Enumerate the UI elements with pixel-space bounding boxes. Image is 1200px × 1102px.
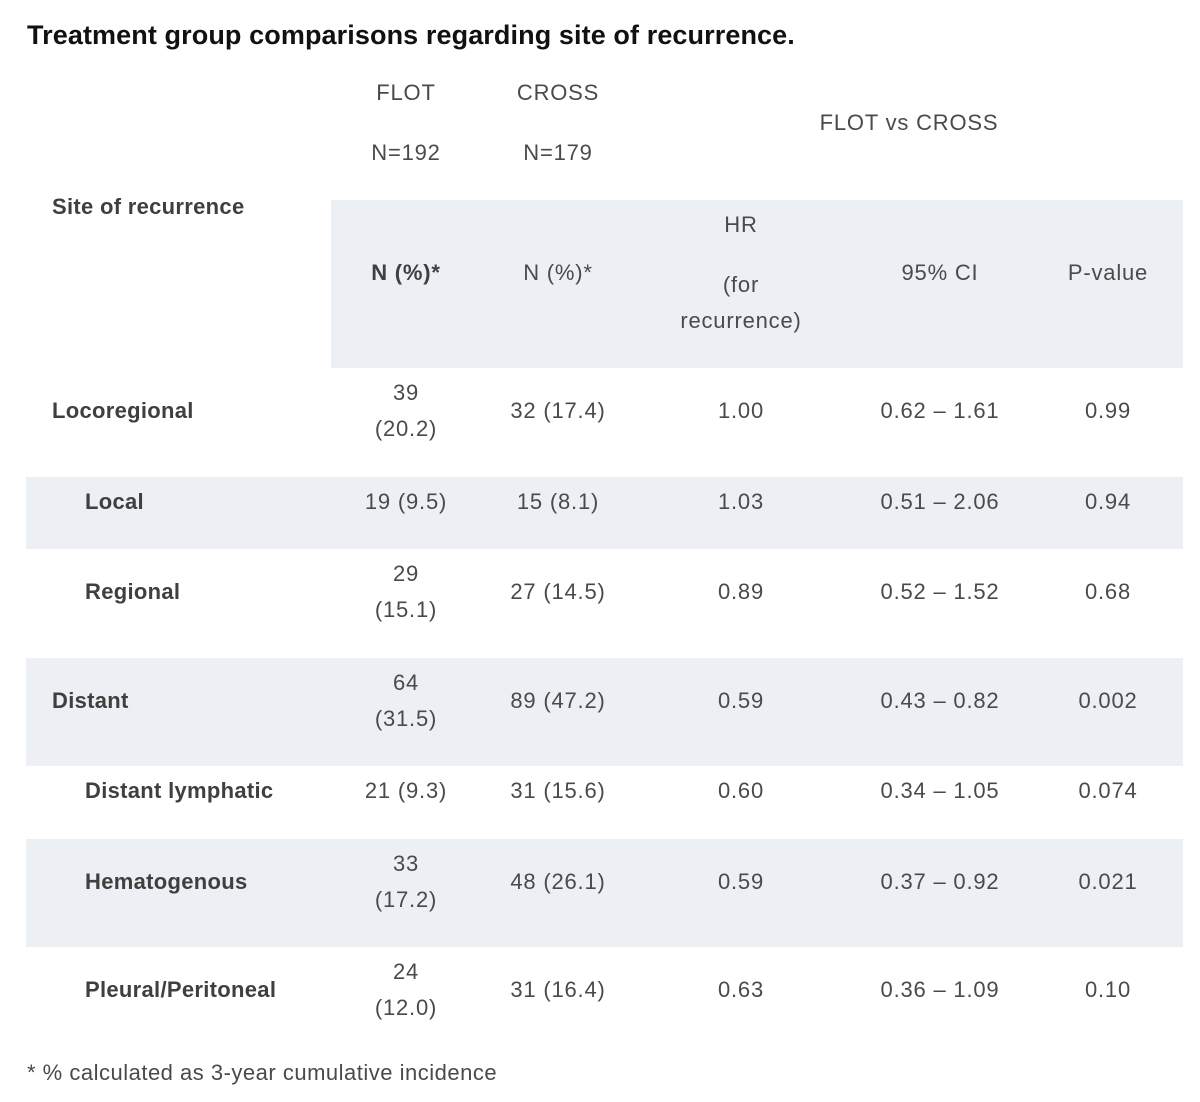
cell-flot: (15.1) [374, 597, 438, 622]
cell-cross: 31 (15.6) [510, 778, 606, 803]
cross-group-n: N=179 [523, 140, 593, 165]
cell-p-value: 0.002 [1078, 688, 1138, 713]
col-header-flot: N (%)* [371, 260, 441, 285]
cell-p-value: 0.99 [1084, 398, 1132, 423]
row-background-hematogenous [26, 839, 1183, 947]
cell-hr: 0.59 [717, 688, 765, 713]
cell-ci: 0.34 – 1.05 [880, 778, 1000, 803]
cell-cross: 27 (14.5) [510, 579, 606, 604]
row-label-hematogenous: Hematogenous [85, 869, 248, 894]
flot-group-n: N=192 [371, 140, 441, 165]
comparison-label: FLOT vs CROSS [819, 110, 999, 135]
cell-cross: 89 (47.2) [510, 688, 606, 713]
col-header-ci: 95% CI [901, 260, 979, 285]
cell-cross: 48 (26.1) [510, 869, 606, 894]
cell-ci: 0.36 – 1.09 [880, 977, 1000, 1002]
cell-hr: 1.03 [717, 489, 765, 514]
cell-ci: 0.62 – 1.61 [880, 398, 1000, 423]
row-background-distant [26, 658, 1183, 766]
cell-flot: 64 [392, 670, 420, 695]
cell-p-value: 0.021 [1078, 869, 1138, 894]
row-label-locoregional: Locoregional [52, 398, 194, 423]
cell-hr: 0.60 [717, 778, 765, 803]
site-of-recurrence-header: Site of recurrence [52, 194, 245, 219]
row-background-local [26, 477, 1183, 549]
row-label-distant-lymphatic: Distant lymphatic [85, 778, 274, 803]
cross-group-label: CROSS [516, 80, 600, 105]
cell-cross: 31 (16.4) [510, 977, 606, 1002]
cell-flot: 19 (9.5) [364, 489, 448, 514]
col-header-hr-line3: recurrence) [680, 308, 802, 333]
cell-ci: 0.43 – 0.82 [880, 688, 1000, 713]
cell-hr: 0.63 [717, 977, 765, 1002]
cell-p-value: 0.074 [1078, 778, 1138, 803]
row-label-pleural-peritoneal: Pleural/Peritoneal [85, 977, 277, 1002]
col-header-p: P-value [1067, 260, 1149, 285]
cell-cross: 15 (8.1) [516, 489, 600, 514]
cell-cross: 32 (17.4) [510, 398, 606, 423]
cell-hr: 1.00 [717, 398, 765, 423]
cell-flot: (31.5) [374, 706, 438, 731]
flot-group-label: FLOT [376, 80, 436, 105]
cell-hr: 0.59 [717, 869, 765, 894]
col-header-hr-line2: (for [722, 272, 760, 297]
table-title: Treatment group comparisons regarding si… [27, 20, 795, 50]
cell-ci: 0.52 – 1.52 [880, 579, 1000, 604]
cell-ci: 0.37 – 0.92 [880, 869, 1000, 894]
cell-flot: 29 [392, 561, 420, 586]
col-header-cross: N (%)* [523, 260, 593, 285]
col-header-hr-line1: HR [724, 212, 758, 237]
footnote: * % calculated as 3-year cumulative inci… [27, 1060, 498, 1085]
cell-hr: 0.89 [717, 579, 765, 604]
subheader-background [331, 200, 1183, 368]
cell-flot: (12.0) [374, 995, 438, 1020]
cell-flot: 21 (9.3) [364, 778, 448, 803]
row-label-regional: Regional [85, 579, 181, 604]
cell-flot: 33 [392, 851, 420, 876]
cell-p-value: 0.94 [1084, 489, 1132, 514]
cell-ci: 0.51 – 2.06 [880, 489, 1000, 514]
cell-p-value: 0.68 [1084, 579, 1132, 604]
cell-flot: (17.2) [374, 887, 438, 912]
cell-flot: (20.2) [374, 416, 438, 441]
row-label-local: Local [85, 489, 144, 514]
row-label-distant: Distant [52, 688, 129, 713]
cell-p-value: 0.10 [1084, 977, 1132, 1002]
cell-flot: 24 [392, 959, 420, 984]
cell-flot: 39 [392, 380, 420, 405]
